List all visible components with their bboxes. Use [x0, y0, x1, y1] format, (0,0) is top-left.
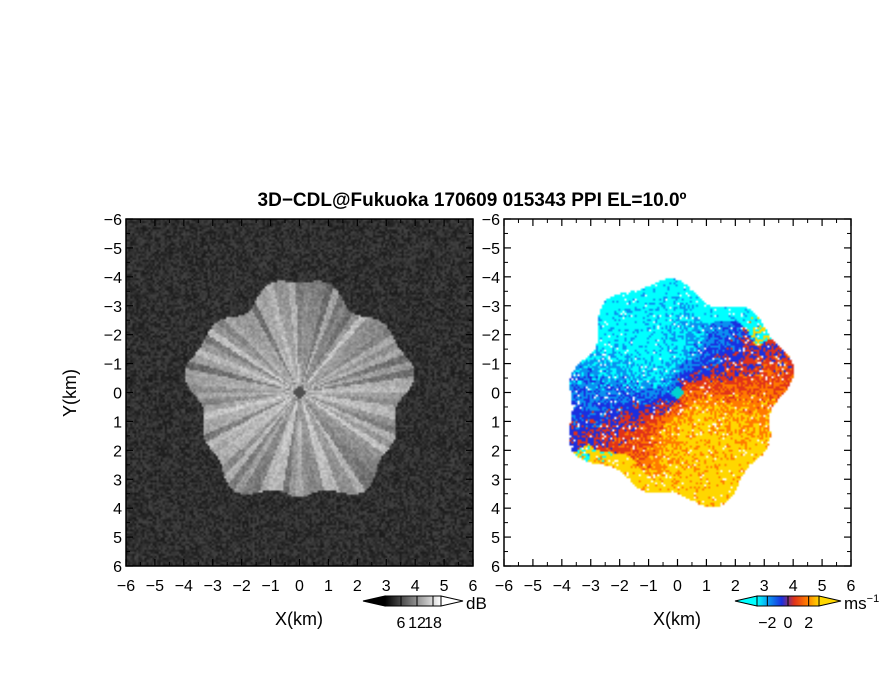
y-tick-label: 3 — [491, 472, 500, 489]
colorbar-tick-label: −2 — [758, 615, 776, 632]
y-tick-label: −5 — [482, 241, 500, 258]
y-tick-label: 5 — [113, 530, 122, 547]
intensity-field — [126, 219, 473, 566]
colorbar-unit: ms−1 — [844, 593, 879, 613]
y-tick-label: −5 — [104, 241, 122, 258]
colorbar-high-arrow — [440, 595, 464, 607]
y-tick-label: 3 — [113, 472, 122, 489]
colorbar-tick-label: 12 — [408, 615, 426, 632]
x-tick-label: −5 — [146, 578, 164, 595]
x-tick-label: 6 — [469, 578, 478, 595]
y-tick-label: 4 — [491, 501, 500, 518]
colorbar-high-arrow — [818, 595, 842, 607]
intensity-axis-ticks: −6 6 −5 5 −4 4 −3 3 −2 2 −1 1 0 0 1 −1 2 −2 3 −3 4 −4 5 −5 6 −6 — [104, 212, 478, 595]
x-tick-label: −5 — [524, 578, 542, 595]
x-tick-label: −3 — [204, 578, 222, 595]
x-tick-label: 5 — [818, 578, 827, 595]
x-tick-label: −3 — [582, 578, 600, 595]
x-tick-label: −4 — [175, 578, 193, 595]
y-tick-label: −3 — [104, 299, 122, 316]
y-tick-label: −1 — [482, 357, 500, 374]
x-tick-label: −1 — [261, 578, 279, 595]
y-tick-label: 1 — [491, 414, 500, 431]
x-tick-label: 4 — [411, 578, 420, 595]
x-tick-label: 0 — [295, 578, 304, 595]
x-tick-label: −6 — [117, 578, 135, 595]
x-tick-label: 1 — [702, 578, 711, 595]
colorbar-tick-label: 6 — [397, 615, 406, 632]
velocity-panel: −6 6 −5 5 −4 4 −3 3 −2 2 −1 1 0 0 1 −1 2 −2 3 −3 4 −4 5 −5 6 −6 X… — [482, 212, 879, 632]
colorbar-low-arrow — [362, 595, 386, 607]
x-tick-label: −4 — [553, 578, 571, 595]
y-tick-label: 6 — [113, 559, 122, 576]
y-tick-label: 1 — [113, 414, 122, 431]
intensity-panel: −6 6 −5 5 −4 4 −3 3 −2 2 −1 1 0 0 1 −1 2 −2 3 −3 4 −4 5 −5 6 −6 X… — [60, 212, 487, 632]
y-tick-label: −2 — [482, 328, 500, 345]
y-tick-label: 6 — [491, 559, 500, 576]
velocity-x-axis-label: X(km) — [653, 609, 701, 629]
y-tick-label: −6 — [104, 212, 122, 229]
colorbar-unit: dB — [466, 594, 487, 613]
velocity-axis-ticks: −6 6 −5 5 −4 4 −3 3 −2 2 −1 1 0 0 1 −1 2 −2 3 −3 4 −4 5 −5 6 −6 — [482, 212, 856, 595]
y-tick-label: 0 — [113, 386, 122, 403]
y-tick-label: −4 — [482, 270, 500, 287]
x-tick-label: −6 — [495, 578, 513, 595]
y-tick-label: 0 — [491, 386, 500, 403]
intensity-x-axis-label: X(km) — [275, 609, 323, 629]
y-tick-label: −4 — [104, 270, 122, 287]
y-tick-label: −1 — [104, 357, 122, 374]
x-tick-label: −2 — [611, 578, 629, 595]
x-tick-label: 2 — [353, 578, 362, 595]
y-tick-label: 5 — [491, 530, 500, 547]
y-tick-label: 2 — [113, 443, 122, 460]
y-tick-label: −2 — [104, 328, 122, 345]
y-tick-label: −3 — [482, 299, 500, 316]
colorbar-low-arrow — [734, 595, 758, 607]
x-tick-label: 6 — [847, 578, 856, 595]
velocity-field — [504, 219, 851, 566]
x-tick-label: 3 — [382, 578, 391, 595]
x-tick-label: 0 — [673, 578, 682, 595]
y-tick-label: −6 — [482, 212, 500, 229]
x-tick-label: 1 — [324, 578, 333, 595]
colorbar-tick-label: 0 — [784, 615, 793, 632]
x-tick-label: 5 — [440, 578, 449, 595]
colorbar-tick-label: 2 — [804, 615, 813, 632]
y-tick-label: 2 — [491, 443, 500, 460]
velocity-colorbar: −2 0 2 ms−1 — [734, 593, 879, 632]
colorbar-tick-label: 18 — [424, 615, 442, 632]
intensity-y-axis-label: Y(km) — [60, 369, 80, 417]
x-tick-label: 4 — [789, 578, 798, 595]
chart-title: 3D−CDL@Fukuoka 170609 015343 PPI EL=10.0… — [258, 190, 687, 211]
x-tick-label: 2 — [731, 578, 740, 595]
y-tick-label: 4 — [113, 501, 122, 518]
x-tick-label: −2 — [233, 578, 251, 595]
x-tick-label: 3 — [760, 578, 769, 595]
x-tick-label: −1 — [639, 578, 657, 595]
